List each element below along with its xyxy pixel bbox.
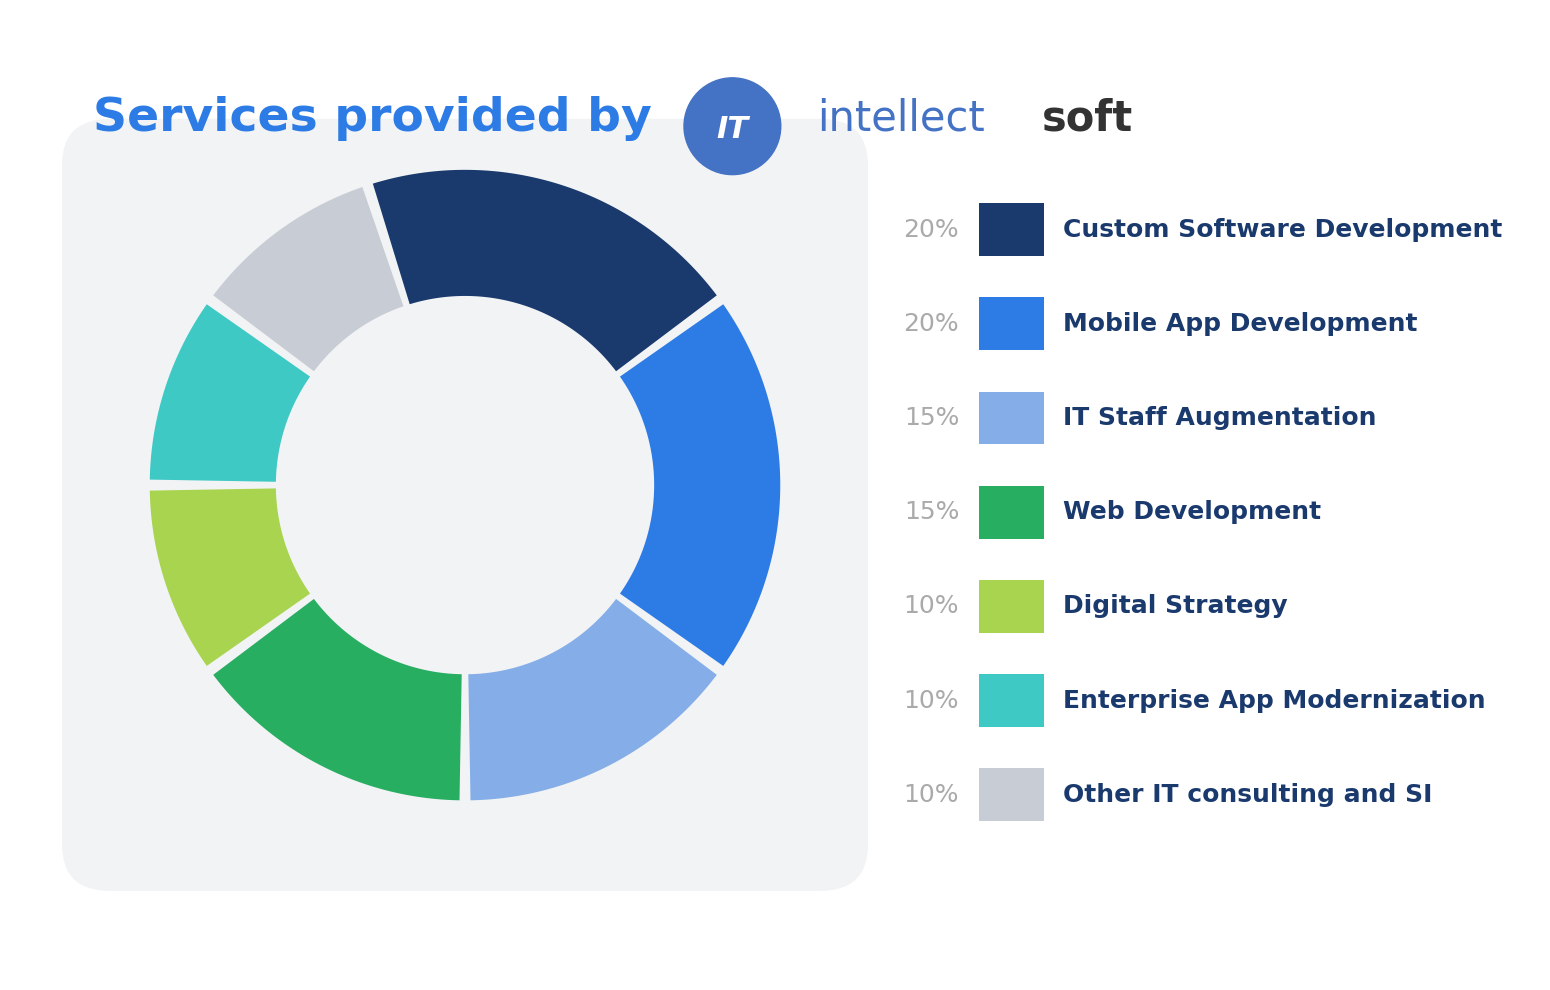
Polygon shape bbox=[150, 488, 310, 666]
FancyBboxPatch shape bbox=[978, 203, 1043, 256]
Text: 10%: 10% bbox=[904, 783, 959, 807]
Circle shape bbox=[684, 78, 781, 174]
Text: soft: soft bbox=[1042, 98, 1133, 140]
Text: Web Development: Web Development bbox=[1063, 500, 1322, 525]
Polygon shape bbox=[150, 304, 310, 482]
Polygon shape bbox=[468, 599, 716, 800]
Text: 15%: 15% bbox=[904, 406, 959, 430]
FancyBboxPatch shape bbox=[978, 580, 1043, 633]
FancyBboxPatch shape bbox=[978, 392, 1043, 445]
Polygon shape bbox=[214, 599, 462, 800]
Polygon shape bbox=[374, 170, 716, 371]
Text: Mobile App Development: Mobile App Development bbox=[1063, 312, 1418, 336]
Text: intellect: intellect bbox=[817, 98, 984, 140]
Text: IT Staff Augmentation: IT Staff Augmentation bbox=[1063, 406, 1376, 430]
Polygon shape bbox=[620, 304, 780, 666]
Text: 20%: 20% bbox=[904, 218, 959, 242]
Text: Custom Software Development: Custom Software Development bbox=[1063, 218, 1502, 242]
Text: 15%: 15% bbox=[904, 500, 959, 525]
Polygon shape bbox=[214, 187, 403, 371]
Text: Services provided by: Services provided by bbox=[93, 96, 651, 142]
Text: 20%: 20% bbox=[904, 312, 959, 336]
FancyBboxPatch shape bbox=[978, 768, 1043, 821]
FancyBboxPatch shape bbox=[978, 674, 1043, 727]
Text: Digital Strategy: Digital Strategy bbox=[1063, 594, 1288, 619]
FancyBboxPatch shape bbox=[62, 119, 868, 891]
Text: IT: IT bbox=[716, 115, 749, 144]
Text: 10%: 10% bbox=[904, 594, 959, 619]
Text: Other IT consulting and SI: Other IT consulting and SI bbox=[1063, 783, 1432, 807]
Text: 10%: 10% bbox=[904, 689, 959, 713]
Text: Enterprise App Modernization: Enterprise App Modernization bbox=[1063, 689, 1486, 713]
FancyBboxPatch shape bbox=[978, 297, 1043, 350]
FancyBboxPatch shape bbox=[978, 486, 1043, 539]
